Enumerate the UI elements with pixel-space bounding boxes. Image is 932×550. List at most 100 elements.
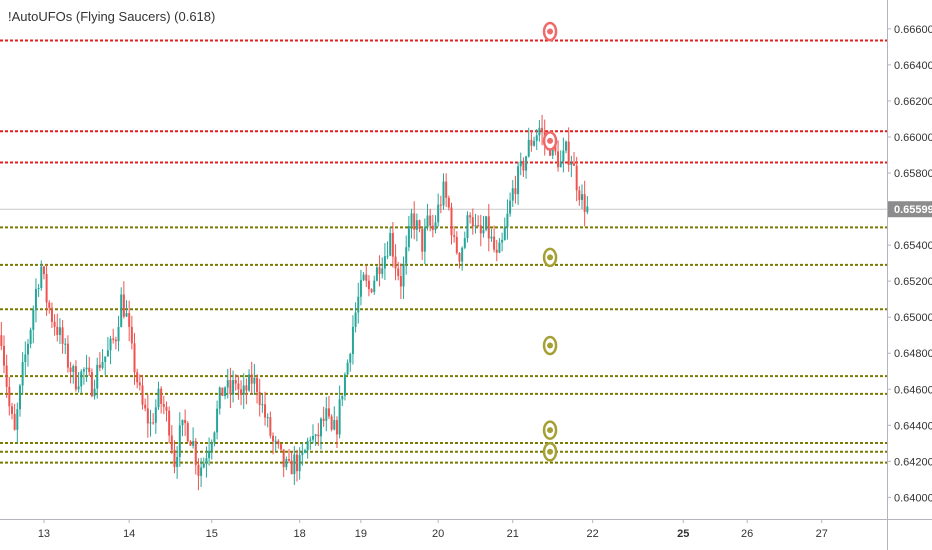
- candle-body: [442, 181, 445, 206]
- candle-body: [322, 418, 325, 421]
- candle-body: [290, 460, 293, 475]
- candle-body: [141, 385, 144, 405]
- candle-body: [298, 455, 301, 472]
- candle-body: [80, 371, 83, 387]
- candle-body: [335, 420, 338, 435]
- candle-body: [181, 419, 184, 426]
- x-tick-label: 22: [587, 528, 599, 540]
- candle-body: [359, 280, 362, 297]
- candle-body: [375, 267, 378, 281]
- candle-body: [165, 406, 168, 411]
- candle-body: [485, 216, 488, 230]
- candle-body: [327, 408, 330, 417]
- candle-body: [0, 335, 3, 346]
- candle-body: [301, 452, 304, 456]
- candle-body: [168, 410, 171, 436]
- candle-body: [362, 274, 365, 281]
- candle-body: [237, 383, 240, 390]
- candle-body: [226, 380, 229, 388]
- candle-body: [455, 236, 458, 253]
- candle-body: [501, 240, 504, 243]
- candle-body: [112, 338, 115, 340]
- candle-body: [162, 403, 165, 407]
- candle-body: [234, 380, 237, 384]
- candle-body: [117, 326, 120, 342]
- candle-body: [216, 408, 219, 433]
- candle-body: [445, 181, 448, 198]
- indicator-title: !AutoUFOs (Flying Saucers) (0.618): [8, 9, 216, 24]
- candle-body: [85, 367, 88, 370]
- candle-body: [189, 441, 192, 446]
- candle-body: [381, 268, 384, 274]
- candle-body: [64, 343, 67, 345]
- candle-body: [303, 450, 306, 453]
- candle-body: [319, 418, 322, 437]
- candle-body: [114, 339, 117, 342]
- candle-body: [186, 423, 189, 442]
- candle-body: [391, 232, 394, 257]
- candle-body: [213, 432, 216, 443]
- y-tick-label: 0.64000: [894, 492, 932, 504]
- candle-body: [109, 338, 112, 351]
- candle-body: [250, 374, 253, 384]
- candle-body: [96, 364, 99, 389]
- candle-body: [349, 354, 352, 363]
- y-tick-label: 0.66200: [894, 96, 932, 108]
- candle-body: [208, 450, 211, 459]
- y-tick-label: 0.65000: [894, 312, 932, 324]
- candle-body: [205, 458, 208, 464]
- candle-body: [293, 454, 296, 475]
- candle-body: [405, 247, 408, 264]
- candle-body: [479, 225, 482, 234]
- y-tick-label: 0.65400: [894, 240, 932, 252]
- candle-body: [487, 216, 490, 239]
- x-tick-label: 15: [206, 528, 218, 540]
- candle-body: [421, 228, 424, 252]
- candle-body: [373, 280, 376, 293]
- candle-body: [469, 215, 472, 218]
- candle-body: [40, 266, 43, 288]
- candle-body: [45, 274, 48, 303]
- candle-body: [461, 247, 464, 262]
- y-tick-label: 0.64600: [894, 384, 932, 396]
- candle-body: [519, 160, 522, 167]
- candle-body: [586, 206, 589, 212]
- ufo-marker-support: [542, 420, 558, 440]
- candle-body: [176, 457, 179, 468]
- candle-body: [125, 313, 128, 317]
- candle-body: [477, 225, 480, 227]
- ufo-marker-support: [542, 335, 558, 356]
- y-tick-label: 0.64200: [894, 456, 932, 468]
- candle-body: [541, 127, 544, 132]
- candle-body: [90, 372, 93, 397]
- candle-body: [407, 225, 410, 248]
- candle-body: [210, 442, 213, 451]
- candle-body: [538, 127, 541, 136]
- y-tick-label: 0.66600: [894, 24, 932, 36]
- candle-body: [535, 135, 538, 141]
- candle-body: [346, 362, 349, 375]
- candle-body: [389, 232, 392, 256]
- y-tick-label: 0.65800: [894, 168, 932, 180]
- candle-body: [386, 255, 389, 257]
- candle-body: [269, 417, 272, 436]
- candle-body: [399, 276, 402, 287]
- candle-body: [466, 215, 469, 239]
- candle-body: [378, 267, 381, 274]
- candle-body: [490, 236, 493, 239]
- candle-body: [282, 449, 285, 468]
- last-price-label: 0.65599: [894, 204, 932, 216]
- candle-body: [583, 194, 586, 212]
- candle-body: [42, 266, 45, 275]
- candle-body: [218, 387, 221, 409]
- candle-body: [429, 215, 432, 226]
- candle-body: [152, 422, 155, 424]
- candle-body: [2, 345, 5, 366]
- candle-body: [58, 327, 61, 335]
- candle-body: [447, 197, 450, 208]
- candle-body: [471, 217, 474, 227]
- candle-body: [578, 190, 581, 200]
- candle-body: [37, 287, 40, 289]
- candle-body: [370, 289, 373, 293]
